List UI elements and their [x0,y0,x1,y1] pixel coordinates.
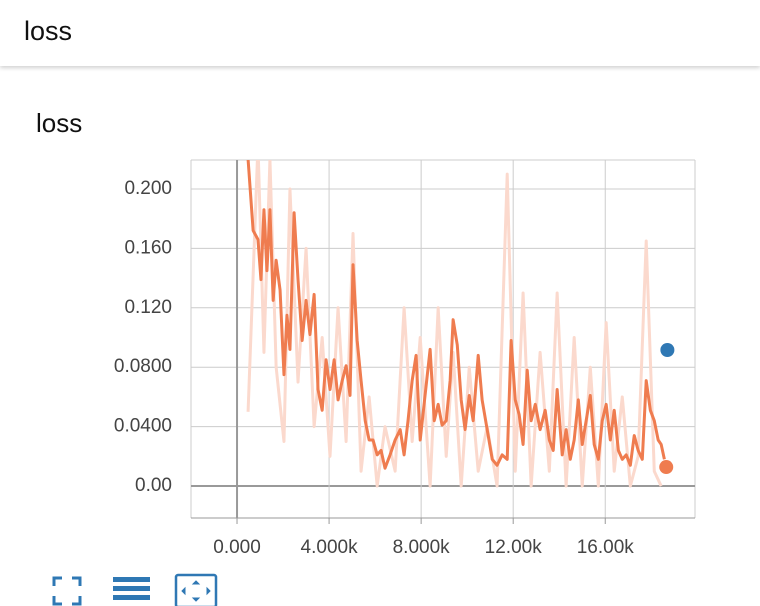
series-line [246,160,666,470]
x-tick-label: 16.00k [577,537,635,558]
header: loss [0,0,760,66]
y-tick-label: 0.200 [124,178,172,199]
series-line [246,160,663,488]
x-tick-label: 8.000k [393,537,451,558]
header-title: loss [24,16,73,46]
hover-marker [659,460,674,475]
x-tick-label: 4.000k [301,537,359,558]
grid [190,159,696,518]
y-tick-label: 0.0400 [114,416,172,437]
list-icon[interactable] [113,577,150,600]
fit-icon[interactable] [174,573,218,606]
plot [246,160,666,488]
hover-marker [660,342,675,357]
x-tick-label: 0.000 [213,537,261,558]
y-tick-label: 0.00 [135,475,172,496]
y-tick-label: 0.120 [124,297,172,318]
y-tick-label: 0.160 [124,237,172,258]
x-tick-label: 12.00k [485,537,543,558]
fullscreen-icon[interactable] [52,576,82,606]
chart-title: loss [36,108,82,138]
axes: 0.00 0.0400 0.0800 0.120 0.160 0.200 0.000 4.00… [114,178,695,558]
y-tick-label: 0.0800 [114,356,172,377]
